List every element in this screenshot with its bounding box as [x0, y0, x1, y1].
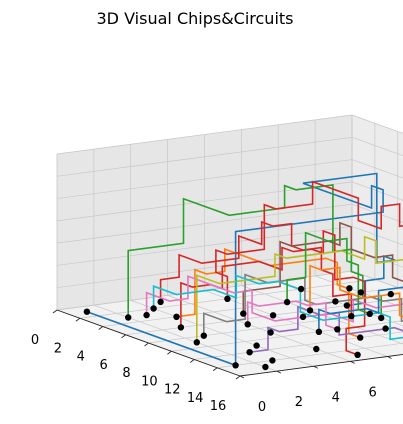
grid-line-z-left: [56, 248, 353, 289]
tick-labels: 0246810121416024681012141601234567: [31, 309, 392, 415]
gate-point-5: [157, 298, 164, 306]
x-tick-mark: [235, 375, 241, 380]
x-tick-mark: [212, 367, 218, 372]
gate-point-16: [343, 302, 351, 309]
grid-line-z-left: [56, 114, 353, 155]
gate-point-8: [143, 311, 150, 319]
gate-point-43: [357, 289, 365, 296]
gate-point-33: [332, 298, 339, 305]
gate-point-3: [224, 295, 231, 302]
gate-point-40: [267, 329, 274, 336]
gate-point-42: [269, 312, 277, 319]
gate-point-1: [173, 313, 180, 320]
grid-line-z-back: [351, 203, 403, 223]
x-tick-mark: [190, 359, 195, 363]
gate-point-6: [246, 349, 253, 356]
x-tick-label: 12: [164, 383, 181, 398]
gate-point-14: [283, 298, 291, 306]
x-tick-label: 14: [187, 391, 204, 406]
series-line-15: [246, 300, 338, 331]
gate-point-17: [357, 334, 364, 341]
gate-point-41: [313, 345, 320, 353]
series-line-3: [215, 180, 403, 299]
gate-point-13: [306, 307, 314, 314]
grid-line-z-left: [56, 203, 353, 244]
series-line-0: [86, 172, 396, 367]
y-tick-label: 4: [332, 390, 340, 405]
gate-point-30: [366, 310, 373, 317]
x-tick-mark: [98, 326, 103, 330]
gate-point-39: [382, 325, 389, 332]
grid-line-z-left: [56, 226, 353, 266]
gate-point-49: [299, 313, 307, 321]
grid-line-z-back: [351, 136, 403, 157]
gate-point-21: [348, 313, 355, 320]
grid-line-y-floor: [315, 275, 403, 308]
gate-point-34: [346, 285, 353, 292]
gate-point-10: [193, 339, 200, 346]
y-tick-mark: [350, 361, 355, 364]
x-tick-label: 4: [77, 350, 85, 365]
series-line-10: [196, 235, 403, 343]
grid-line-y-floor: [167, 295, 351, 362]
series-line-13: [309, 264, 403, 318]
y-tick-label: 0: [258, 400, 266, 415]
gates-layer: [83, 285, 394, 371]
x-tick-mark: [167, 350, 172, 355]
x-tick-mark: [144, 342, 149, 347]
grid-line-y-floor: [93, 304, 277, 372]
grid-line-z-back: [351, 248, 403, 268]
series-line-5: [159, 220, 353, 317]
grid-line-z-back: [351, 226, 403, 246]
grid-line-y-floor: [130, 299, 314, 367]
series-line-11: [152, 274, 403, 341]
gate-point-31: [232, 362, 239, 369]
x-tick-label: 0: [31, 333, 39, 348]
grid-line-z-back: [351, 114, 403, 134]
y-tick-mark: [276, 370, 282, 374]
gate-point-44: [269, 357, 276, 364]
x-tick-mark: [52, 309, 58, 314]
x-tick-mark: [121, 334, 126, 339]
gate-point-50: [262, 363, 269, 371]
y-tick-mark: [239, 375, 245, 379]
gate-point-20: [354, 351, 361, 358]
gate-point-37: [297, 285, 305, 293]
gate-point-0: [83, 308, 91, 315]
series-line-9: [203, 273, 403, 336]
grid-line-z-back: [351, 270, 403, 290]
series-line-14: [286, 231, 371, 315]
gate-point-9: [200, 332, 207, 339]
gate-point-4: [177, 324, 185, 331]
x-tick-label: 2: [54, 341, 62, 356]
gate-point-32: [253, 342, 260, 349]
grid-line-z-left: [56, 159, 353, 199]
y-tick-mark: [387, 356, 392, 359]
x-tick-label: 6: [99, 358, 107, 373]
grid-line-z-left: [56, 136, 353, 177]
x-tick-label: 8: [122, 366, 130, 381]
gate-point-15: [244, 321, 251, 328]
chart-title: 3D Visual Chips&Circuits: [97, 9, 294, 28]
gate-point-2: [125, 314, 132, 321]
x-tick-label: 16: [210, 399, 227, 414]
x-tick-mark: [75, 317, 81, 322]
gate-point-7: [240, 310, 247, 317]
gate-point-47: [387, 290, 394, 298]
gate-point-18: [378, 314, 385, 322]
y-tick-mark: [313, 365, 318, 369]
x-tick-label: 10: [141, 374, 158, 389]
gate-point-29: [334, 326, 341, 333]
y-tick-label: 2: [295, 395, 303, 410]
series-line-2: [127, 183, 383, 318]
grid-line-z-back: [351, 159, 403, 179]
gate-point-11: [150, 305, 157, 312]
gate-point-12: [315, 328, 323, 335]
y-tick-label: 6: [368, 385, 376, 400]
